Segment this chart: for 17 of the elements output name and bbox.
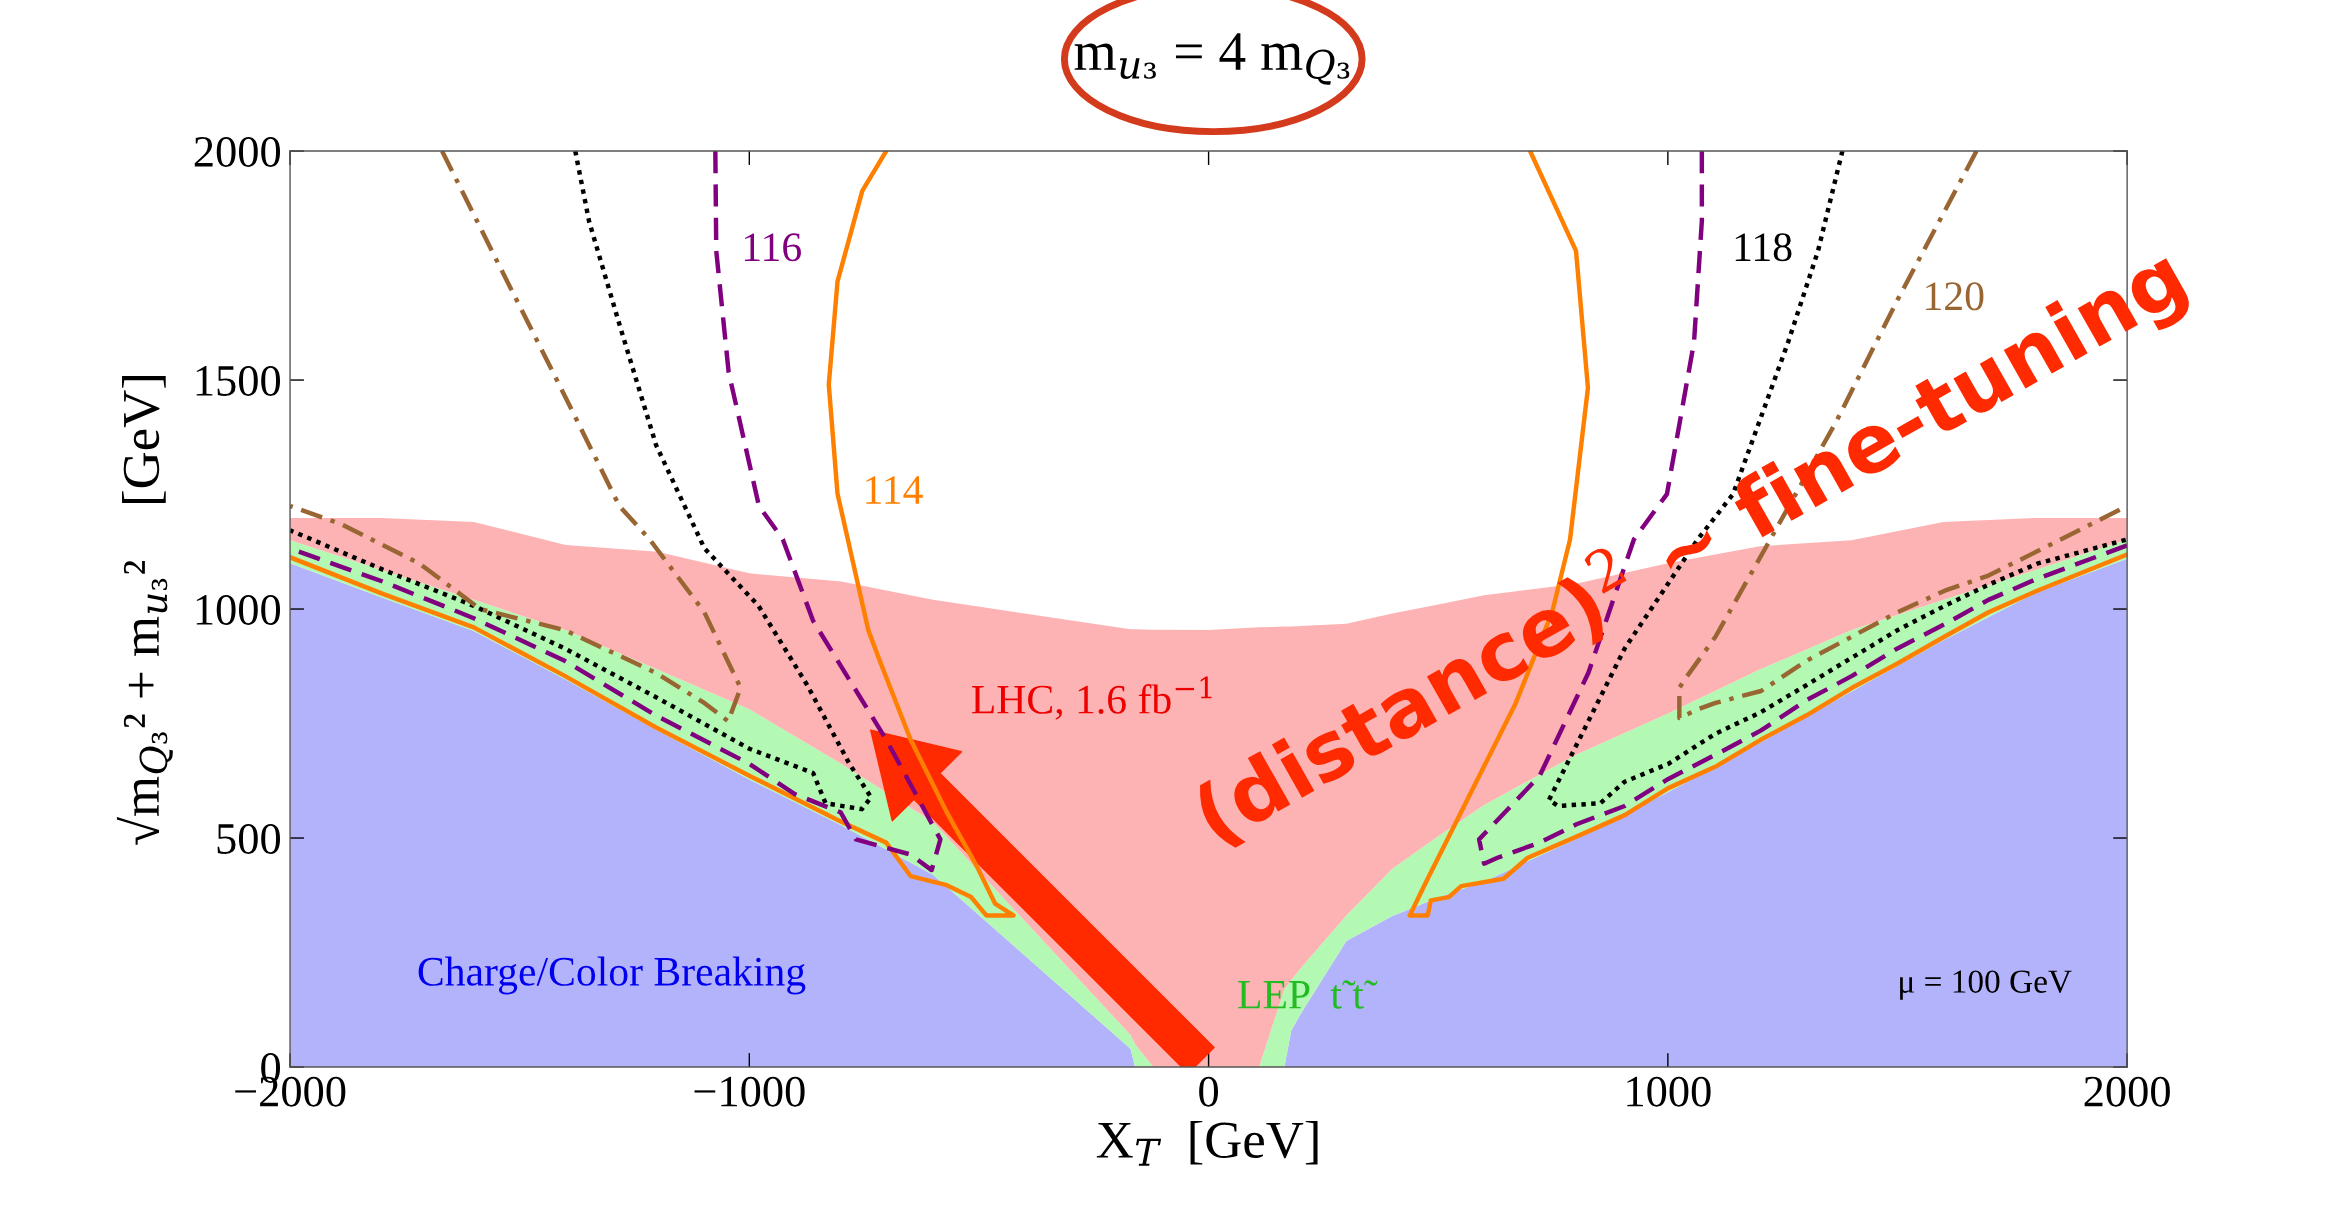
y-axis-title: √m$_{Q₃}$² + m$_{u₃}$² [GeV] [116,376,173,845]
x-tick-label: 1000 [1627,1076,1711,1107]
x-tick-label: −1000 [694,1076,805,1107]
y-tick-label: 1500 [196,365,281,396]
x-axis-title: X$_{T}$ [GeV] [1096,1120,1318,1166]
x-tick-label: 0 [1199,1076,1219,1107]
series-label: 116 [744,233,801,262]
annotation: Charge/Color Breaking [418,956,806,995]
x-tick-label: 2000 [2084,1076,2170,1107]
series-label: 114 [866,476,923,504]
y-tick-label: 2000 [194,136,281,167]
chart-title: m$_{u₃}$ = 4 m$_{Q₃}$ [1074,33,1350,85]
y-tick-label: 1000 [196,594,281,625]
annotation: LEP t̃ t̃ [1238,980,1378,1009]
line-series [290,151,743,724]
y-tick-label: 500 [217,823,281,854]
annotation: μ = 100 GeV [1900,970,2072,1000]
